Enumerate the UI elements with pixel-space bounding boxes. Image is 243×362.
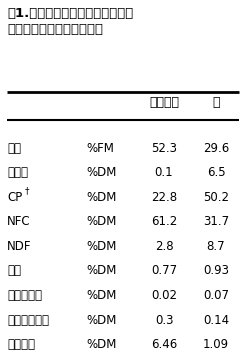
Text: 0.1: 0.1	[155, 167, 173, 180]
Text: %DM: %DM	[86, 240, 116, 253]
Text: 0.07: 0.07	[203, 289, 229, 302]
Text: †: †	[25, 186, 29, 195]
Text: 0.93: 0.93	[203, 265, 229, 278]
Text: 61.2: 61.2	[151, 215, 177, 228]
Text: カルシウム: カルシウム	[7, 289, 42, 302]
Text: 1.09: 1.09	[203, 338, 229, 351]
Text: 乾物: 乾物	[7, 142, 21, 155]
Text: カンショ: カンショ	[149, 96, 179, 109]
Text: %FM: %FM	[86, 142, 114, 155]
Text: %DM: %DM	[86, 215, 116, 228]
Text: 0.3: 0.3	[155, 313, 173, 327]
Text: %DM: %DM	[86, 338, 116, 351]
Text: 8.7: 8.7	[207, 240, 225, 253]
Text: 29.6: 29.6	[203, 142, 229, 155]
Text: NDF: NDF	[7, 240, 32, 253]
Text: 表1.カンショおよび米焼酎粕濃縮
液の化学組成および栄養価: 表1.カンショおよび米焼酎粕濃縮 液の化学組成および栄養価	[7, 7, 133, 36]
Text: 6.46: 6.46	[151, 338, 177, 351]
Text: 6.5: 6.5	[207, 167, 225, 180]
Text: %DM: %DM	[86, 313, 116, 327]
Text: 52.3: 52.3	[151, 142, 177, 155]
Text: 0.77: 0.77	[151, 265, 177, 278]
Text: 2.8: 2.8	[155, 240, 173, 253]
Text: %DM: %DM	[86, 265, 116, 278]
Text: 31.7: 31.7	[203, 215, 229, 228]
Text: マグネシウム: マグネシウム	[7, 313, 49, 327]
Text: 米: 米	[212, 96, 220, 109]
Text: 50.2: 50.2	[203, 191, 229, 204]
Text: %DM: %DM	[86, 289, 116, 302]
Text: 粗脂肪: 粗脂肪	[7, 167, 28, 180]
Text: リン: リン	[7, 265, 21, 278]
Text: 0.02: 0.02	[151, 289, 177, 302]
Text: 0.14: 0.14	[203, 313, 229, 327]
Text: NFC: NFC	[7, 215, 31, 228]
Text: %DM: %DM	[86, 191, 116, 204]
Text: %DM: %DM	[86, 167, 116, 180]
Text: 22.8: 22.8	[151, 191, 177, 204]
Text: CP: CP	[7, 191, 22, 204]
Text: カリウム: カリウム	[7, 338, 35, 351]
